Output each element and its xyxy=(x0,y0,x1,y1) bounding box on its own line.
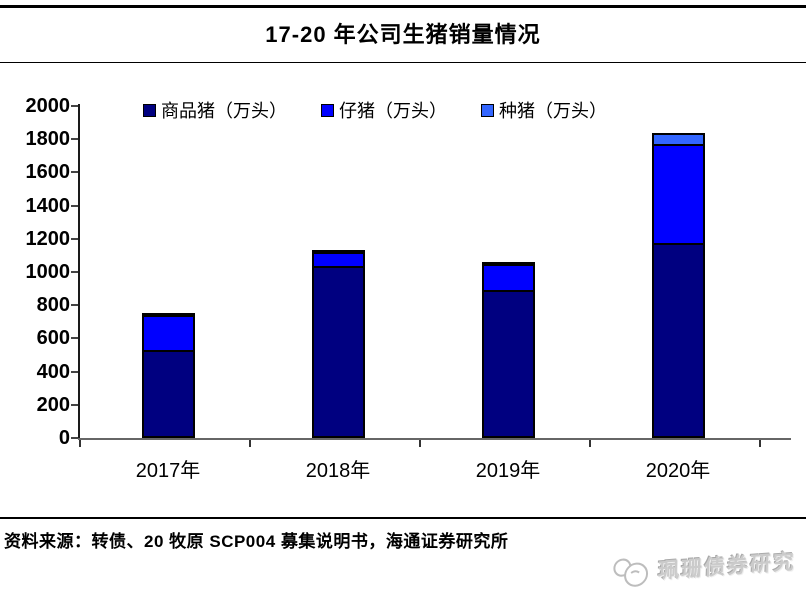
bar-2019 xyxy=(482,262,535,438)
y-axis-tick-label: 600 xyxy=(36,327,70,350)
x-axis-tick xyxy=(589,440,591,447)
y-axis-tick-label: 1600 xyxy=(25,161,71,184)
y-axis-tick-label: 1000 xyxy=(25,261,71,283)
top-border xyxy=(0,5,806,8)
y-axis-tick xyxy=(71,437,79,439)
y-axis-tick-label: 1800 xyxy=(25,128,71,151)
bar-segment xyxy=(654,244,703,436)
y-axis-tick-label: 800 xyxy=(36,294,70,317)
y-axis-tick xyxy=(71,271,79,273)
bar-segment xyxy=(484,266,533,292)
chart-title: 17-20 年公司生猪销量情况 xyxy=(265,22,541,47)
bar-segment xyxy=(654,146,703,245)
watermark-text: 珮珊债券研究 xyxy=(657,550,797,584)
x-axis-tick xyxy=(249,440,251,447)
bar-2020 xyxy=(652,133,705,438)
x-axis-tick xyxy=(759,440,761,447)
y-axis-tick-label: 200 xyxy=(36,393,70,416)
bar-segment xyxy=(314,253,363,269)
y-axis-tick-label: 1200 xyxy=(25,227,71,250)
legend-item: 商品猪（万头） xyxy=(143,97,287,123)
legend-item: 种猪（万头） xyxy=(481,97,607,123)
y-axis-tick-label: 400 xyxy=(36,360,70,383)
legend-label: 商品猪（万头） xyxy=(161,101,287,121)
legend-label: 种猪（万头） xyxy=(499,101,607,121)
y-axis-tick-label: 0 xyxy=(58,427,70,449)
legend: 商品猪（万头） 仔猪（万头） 种猪（万头） xyxy=(143,97,607,123)
x-axis-label: 2020年 xyxy=(645,460,711,482)
x-axis-tick xyxy=(79,440,81,447)
y-axis-tick xyxy=(71,370,79,373)
y-axis-tick xyxy=(71,337,79,340)
watermark-logo-icon xyxy=(613,558,649,587)
x-axis-label: 2019年 xyxy=(475,460,541,482)
bar-segment xyxy=(144,351,193,436)
y-axis-tick xyxy=(71,204,79,207)
legend-swatch xyxy=(481,103,494,117)
y-axis-tick xyxy=(71,138,79,141)
legend-swatch xyxy=(143,103,156,117)
y-axis-tick xyxy=(71,237,79,240)
x-axis-line xyxy=(78,438,791,440)
legend-item: 仔猪（万头） xyxy=(321,97,447,123)
bar-segment xyxy=(144,314,193,317)
x-axis-label: 2017年 xyxy=(135,460,201,482)
bar-2018 xyxy=(312,249,365,438)
y-axis-tick-label: 1400 xyxy=(25,194,71,217)
bar-segment xyxy=(314,268,363,436)
bar-segment xyxy=(654,135,703,147)
source-note: 资料来源：转债、20 牧原 SCP004 募集说明书，海通证券研究所 xyxy=(4,532,509,551)
legend-swatch xyxy=(321,103,334,117)
footer-divider xyxy=(0,517,806,519)
y-axis-tick xyxy=(71,171,79,174)
y-axis-tick xyxy=(71,403,79,406)
watermark: 珮珊债券研究 xyxy=(610,544,797,589)
title-divider xyxy=(0,62,806,63)
legend-label: 仔猪（万头） xyxy=(339,101,447,121)
x-axis-label: 2018年 xyxy=(305,460,371,482)
y-axis-line xyxy=(78,104,80,440)
bar-segment xyxy=(314,251,363,254)
bar-segment xyxy=(144,316,193,352)
bar-segment xyxy=(484,264,533,267)
y-axis-tick xyxy=(71,304,79,307)
x-axis-tick xyxy=(419,440,421,447)
y-axis-tick xyxy=(71,105,79,107)
bar-2017 xyxy=(142,312,195,438)
bar-segment xyxy=(484,291,533,436)
y-axis-tick-label: 2000 xyxy=(25,95,71,117)
